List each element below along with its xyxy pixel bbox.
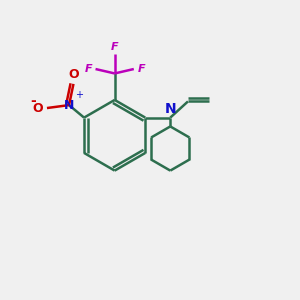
- Text: +: +: [75, 90, 83, 100]
- Text: O: O: [68, 68, 79, 81]
- Text: F: F: [137, 64, 145, 74]
- Text: F: F: [111, 42, 118, 52]
- Text: N: N: [64, 99, 74, 112]
- Text: -: -: [30, 94, 36, 108]
- Text: N: N: [164, 102, 176, 116]
- Text: F: F: [84, 64, 92, 74]
- Text: O: O: [33, 101, 44, 115]
